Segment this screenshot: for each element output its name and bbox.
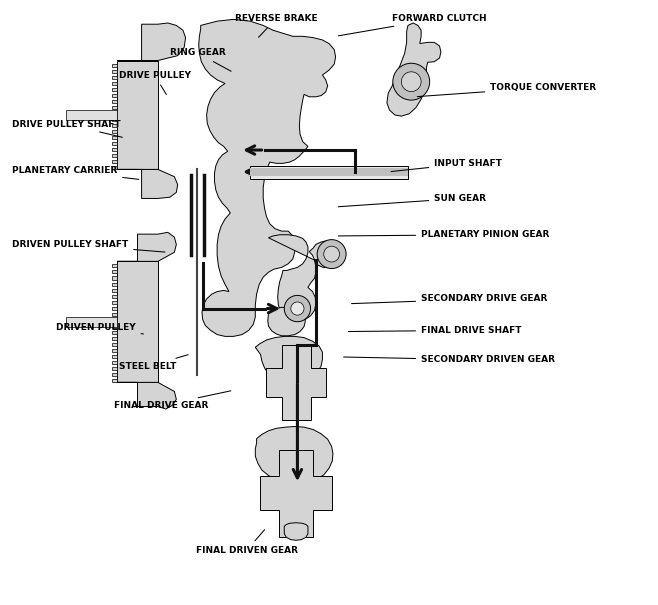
Bar xyxy=(117,60,158,169)
Bar xyxy=(112,112,117,115)
Bar xyxy=(112,295,117,298)
Polygon shape xyxy=(260,450,332,537)
Bar xyxy=(112,349,117,352)
Polygon shape xyxy=(266,345,326,420)
Text: SUN GEAR: SUN GEAR xyxy=(338,194,486,207)
Polygon shape xyxy=(255,427,333,484)
Polygon shape xyxy=(117,382,176,409)
Bar xyxy=(112,355,117,358)
Bar xyxy=(112,166,117,169)
Text: PLANETARY PINION GEAR: PLANETARY PINION GEAR xyxy=(338,231,549,239)
Polygon shape xyxy=(284,523,308,540)
Text: INPUT SHAFT: INPUT SHAFT xyxy=(391,159,502,172)
Text: DRIVEN PULLEY SHAFT: DRIVEN PULLEY SHAFT xyxy=(12,240,165,252)
Bar xyxy=(112,289,117,292)
Bar xyxy=(112,130,117,133)
Bar xyxy=(112,331,117,334)
Polygon shape xyxy=(268,235,341,321)
Polygon shape xyxy=(255,336,322,385)
Text: PLANETARY CARRIER: PLANETARY CARRIER xyxy=(12,166,139,179)
Polygon shape xyxy=(117,23,186,60)
Text: RING GEAR: RING GEAR xyxy=(170,48,231,71)
Bar xyxy=(112,283,117,286)
Bar xyxy=(112,106,117,109)
Circle shape xyxy=(284,295,311,322)
Bar xyxy=(112,367,117,370)
Text: FINAL DRIVE SHAFT: FINAL DRIVE SHAFT xyxy=(348,326,522,335)
Text: FINAL DRIVEN GEAR: FINAL DRIVEN GEAR xyxy=(195,529,298,555)
Bar xyxy=(112,313,117,316)
Circle shape xyxy=(317,240,346,269)
Bar xyxy=(112,270,117,273)
Text: DRIVEN PULLEY: DRIVEN PULLEY xyxy=(56,324,143,334)
Bar xyxy=(112,148,117,151)
Bar xyxy=(112,64,117,67)
Circle shape xyxy=(291,302,304,315)
Bar xyxy=(112,325,117,328)
Circle shape xyxy=(324,246,340,262)
Bar xyxy=(112,319,117,322)
Bar xyxy=(112,118,117,121)
Bar xyxy=(112,124,117,127)
Bar xyxy=(112,76,117,79)
Circle shape xyxy=(401,72,421,91)
Polygon shape xyxy=(117,232,176,261)
Bar xyxy=(112,94,117,97)
Bar xyxy=(117,261,158,382)
Bar xyxy=(112,301,117,304)
Text: TORQUE CONVERTER: TORQUE CONVERTER xyxy=(417,83,596,97)
Text: DRIVE PULLEY SHAFT: DRIVE PULLEY SHAFT xyxy=(12,120,122,137)
Text: SECONDARY DRIVEN GEAR: SECONDARY DRIVEN GEAR xyxy=(343,356,555,364)
Text: STEEL BELT: STEEL BELT xyxy=(119,355,188,371)
Bar xyxy=(112,160,117,163)
Bar xyxy=(112,379,117,382)
Bar xyxy=(112,154,117,157)
Text: DRIVE PULLEY: DRIVE PULLEY xyxy=(118,71,191,94)
Bar xyxy=(112,142,117,145)
Text: FINAL DRIVE GEAR: FINAL DRIVE GEAR xyxy=(114,391,231,410)
Bar xyxy=(250,168,408,177)
Bar xyxy=(112,276,117,280)
Bar xyxy=(112,88,117,91)
Bar xyxy=(112,82,117,85)
Polygon shape xyxy=(387,23,441,116)
Bar xyxy=(112,343,117,346)
Bar xyxy=(112,100,117,103)
Circle shape xyxy=(393,64,430,100)
Bar xyxy=(112,307,117,310)
Bar xyxy=(112,70,117,73)
Bar xyxy=(112,337,117,340)
Bar xyxy=(112,373,117,376)
Polygon shape xyxy=(117,169,178,198)
Bar xyxy=(112,361,117,364)
Text: SECONDARY DRIVE GEAR: SECONDARY DRIVE GEAR xyxy=(351,295,547,304)
Bar xyxy=(112,264,117,267)
Bar xyxy=(112,136,117,139)
Polygon shape xyxy=(268,307,305,336)
Bar xyxy=(250,166,408,179)
Text: FORWARD CLUTCH: FORWARD CLUTCH xyxy=(338,14,486,36)
Bar xyxy=(66,110,117,120)
Polygon shape xyxy=(199,19,336,336)
Text: REVERSE BRAKE: REVERSE BRAKE xyxy=(235,14,318,38)
Bar xyxy=(66,317,117,327)
